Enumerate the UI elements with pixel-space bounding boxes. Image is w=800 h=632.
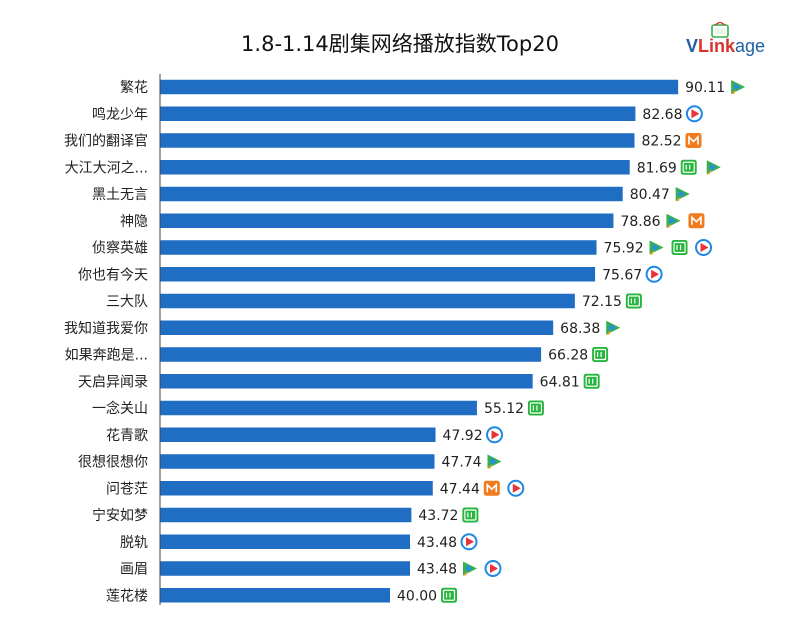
value-label: 66.28 bbox=[548, 348, 588, 364]
value-label: 68.38 bbox=[560, 321, 600, 337]
mango-icon bbox=[685, 133, 702, 148]
value-label: 47.74 bbox=[442, 455, 482, 471]
youku-icon bbox=[645, 265, 663, 283]
value-label: 75.67 bbox=[602, 267, 642, 283]
value-label: 80.47 bbox=[630, 187, 670, 203]
value-label: 90.11 bbox=[685, 80, 725, 96]
bar bbox=[160, 427, 436, 442]
bar bbox=[160, 79, 679, 95]
youku-icon bbox=[507, 479, 525, 497]
category-label: 我们的翻译官 bbox=[64, 134, 148, 150]
bar bbox=[160, 133, 635, 148]
category-label: 问苍茫 bbox=[106, 481, 148, 497]
chart-title: 1.8-1.14剧集网络播放指数Top20 bbox=[241, 32, 559, 56]
category-label: 莲花楼 bbox=[106, 588, 148, 604]
iqiyi-icon bbox=[625, 293, 642, 309]
iqiyi-icon bbox=[441, 587, 457, 603]
mango-icon bbox=[483, 480, 500, 496]
bar bbox=[160, 293, 575, 309]
bar bbox=[160, 454, 435, 469]
tencent-icon bbox=[706, 160, 721, 175]
category-label: 宁安如梦 bbox=[92, 507, 148, 524]
category-label: 天启异闻录 bbox=[78, 374, 148, 390]
tencent-icon bbox=[463, 561, 478, 576]
value-label: 47.92 bbox=[443, 428, 483, 444]
youku-icon bbox=[486, 426, 504, 444]
tencent-icon bbox=[666, 213, 681, 228]
iqiyi-icon bbox=[592, 347, 609, 362]
bar bbox=[160, 561, 411, 576]
tencent-icon bbox=[606, 320, 621, 335]
value-label: 82.68 bbox=[642, 107, 682, 123]
category-label: 神隐 bbox=[120, 214, 148, 230]
bar bbox=[160, 347, 542, 362]
category-label: 繁花 bbox=[120, 80, 148, 96]
iqiyi-icon bbox=[527, 400, 544, 416]
value-label: 72.15 bbox=[582, 294, 622, 310]
category-label: 你也有今天 bbox=[78, 267, 148, 283]
value-label: 43.48 bbox=[417, 535, 457, 551]
category-label: 三大队 bbox=[106, 294, 148, 310]
category-label: 我知道我爱你 bbox=[64, 320, 148, 337]
iqiyi-icon bbox=[671, 240, 688, 255]
logo-text-v: V bbox=[686, 36, 698, 56]
category-label: 鸣龙少年 bbox=[92, 106, 148, 123]
category-label: 一念关山 bbox=[92, 400, 148, 417]
value-label: 40.00 bbox=[397, 588, 437, 604]
value-label: 47.44 bbox=[440, 481, 480, 497]
value-label: 43.72 bbox=[418, 508, 458, 524]
value-label: 82.52 bbox=[641, 134, 681, 150]
bar bbox=[160, 534, 411, 549]
tencent-icon bbox=[487, 454, 502, 469]
bar bbox=[160, 213, 614, 228]
iqiyi-icon bbox=[680, 159, 697, 175]
value-label: 55.12 bbox=[484, 401, 524, 417]
vlinkage-logo: VLinkage bbox=[686, 22, 765, 56]
bar bbox=[160, 320, 554, 335]
bar bbox=[160, 400, 477, 416]
category-label: 侦察英雄 bbox=[92, 240, 148, 257]
tencent-icon bbox=[731, 80, 746, 94]
category-label: 很想很想你 bbox=[78, 455, 148, 471]
iqiyi-icon bbox=[583, 373, 600, 389]
bar bbox=[160, 186, 623, 202]
youku-icon bbox=[460, 533, 478, 551]
bar bbox=[160, 240, 597, 255]
bar bbox=[160, 507, 412, 523]
logo-text-age: age bbox=[735, 36, 765, 56]
svg-text:VLinkage: VLinkage bbox=[686, 36, 765, 56]
value-label: 43.48 bbox=[417, 562, 457, 578]
youku-icon bbox=[695, 239, 713, 256]
value-label: 75.92 bbox=[604, 241, 644, 257]
iqiyi-icon bbox=[462, 507, 479, 523]
logo-text-link: Link bbox=[698, 36, 736, 56]
logo-window-icon bbox=[711, 22, 729, 38]
bars-layer: 繁花 90.11 鸣龙少年 82.68 我们的翻译官 82.52 大江大河之... 81.69… bbox=[64, 79, 746, 604]
value-label: 64.81 bbox=[540, 374, 580, 390]
category-label: 如果奔跑是... bbox=[65, 348, 148, 364]
tencent-icon bbox=[675, 187, 690, 201]
youku-icon bbox=[484, 560, 502, 577]
youku-icon bbox=[685, 105, 703, 123]
category-label: 大江大河之... bbox=[65, 160, 148, 176]
bar bbox=[160, 106, 636, 121]
value-label: 81.69 bbox=[637, 160, 677, 176]
value-label: 78.86 bbox=[620, 214, 660, 230]
bar bbox=[160, 481, 433, 496]
bar bbox=[160, 267, 596, 282]
category-label: 画眉 bbox=[120, 562, 148, 578]
tencent-icon bbox=[649, 240, 664, 255]
bar bbox=[160, 588, 390, 603]
bar bbox=[160, 374, 533, 389]
bar bbox=[160, 160, 630, 175]
category-label: 黑土无言 bbox=[92, 187, 148, 203]
category-label: 花青歌 bbox=[106, 428, 148, 444]
mango-icon bbox=[688, 213, 705, 229]
category-label: 脱轨 bbox=[120, 535, 148, 551]
